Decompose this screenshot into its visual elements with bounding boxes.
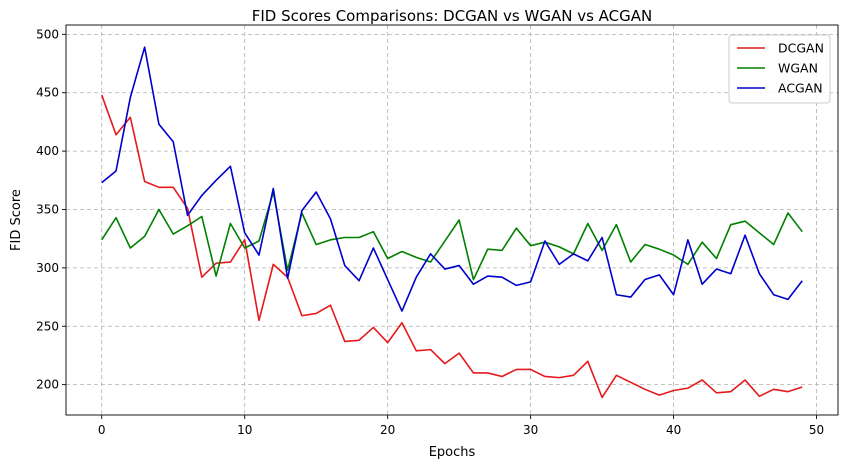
x-tick-label: 20 — [380, 423, 395, 437]
legend-label-dcgan: DCGAN — [778, 41, 824, 56]
series-line-acgan — [101, 46, 803, 312]
y-axis-ticks: 200 250 300 350 400 450 500 — [36, 27, 66, 392]
y-tick-label: 450 — [36, 86, 59, 100]
grid-lines — [66, 25, 838, 415]
series-line-dcgan — [100, 94, 803, 399]
x-axis-label: Epochs — [429, 445, 476, 460]
series-line-wgan — [101, 191, 803, 281]
x-tick-label: 10 — [237, 423, 252, 437]
legend-box — [728, 34, 831, 104]
y-tick-label: 250 — [36, 319, 59, 333]
x-tick-label: 0 — [98, 423, 106, 437]
x-tick-label: 30 — [523, 423, 538, 437]
legend-label-wgan: WGAN — [778, 61, 818, 76]
y-tick-label: 400 — [36, 144, 59, 158]
legend-label-acgan: ACGAN — [778, 81, 823, 96]
y-tick-label: 300 — [36, 261, 59, 275]
x-tick-label: 50 — [809, 423, 824, 437]
series-lines — [100, 46, 803, 399]
chart-title: FID Scores Comparisons: DCGAN vs WGAN vs… — [252, 7, 653, 25]
legend: DCGAN WGAN ACGAN — [728, 34, 831, 104]
y-tick-label: 350 — [36, 202, 59, 216]
x-axis-ticks: 0 10 20 30 40 50 — [98, 415, 824, 437]
plot-frame — [65, 24, 839, 416]
x-tick-label: 40 — [666, 423, 681, 437]
y-axis-label: FID Score — [9, 189, 24, 251]
y-tick-label: 500 — [36, 27, 59, 41]
y-tick-label: 200 — [36, 378, 59, 392]
